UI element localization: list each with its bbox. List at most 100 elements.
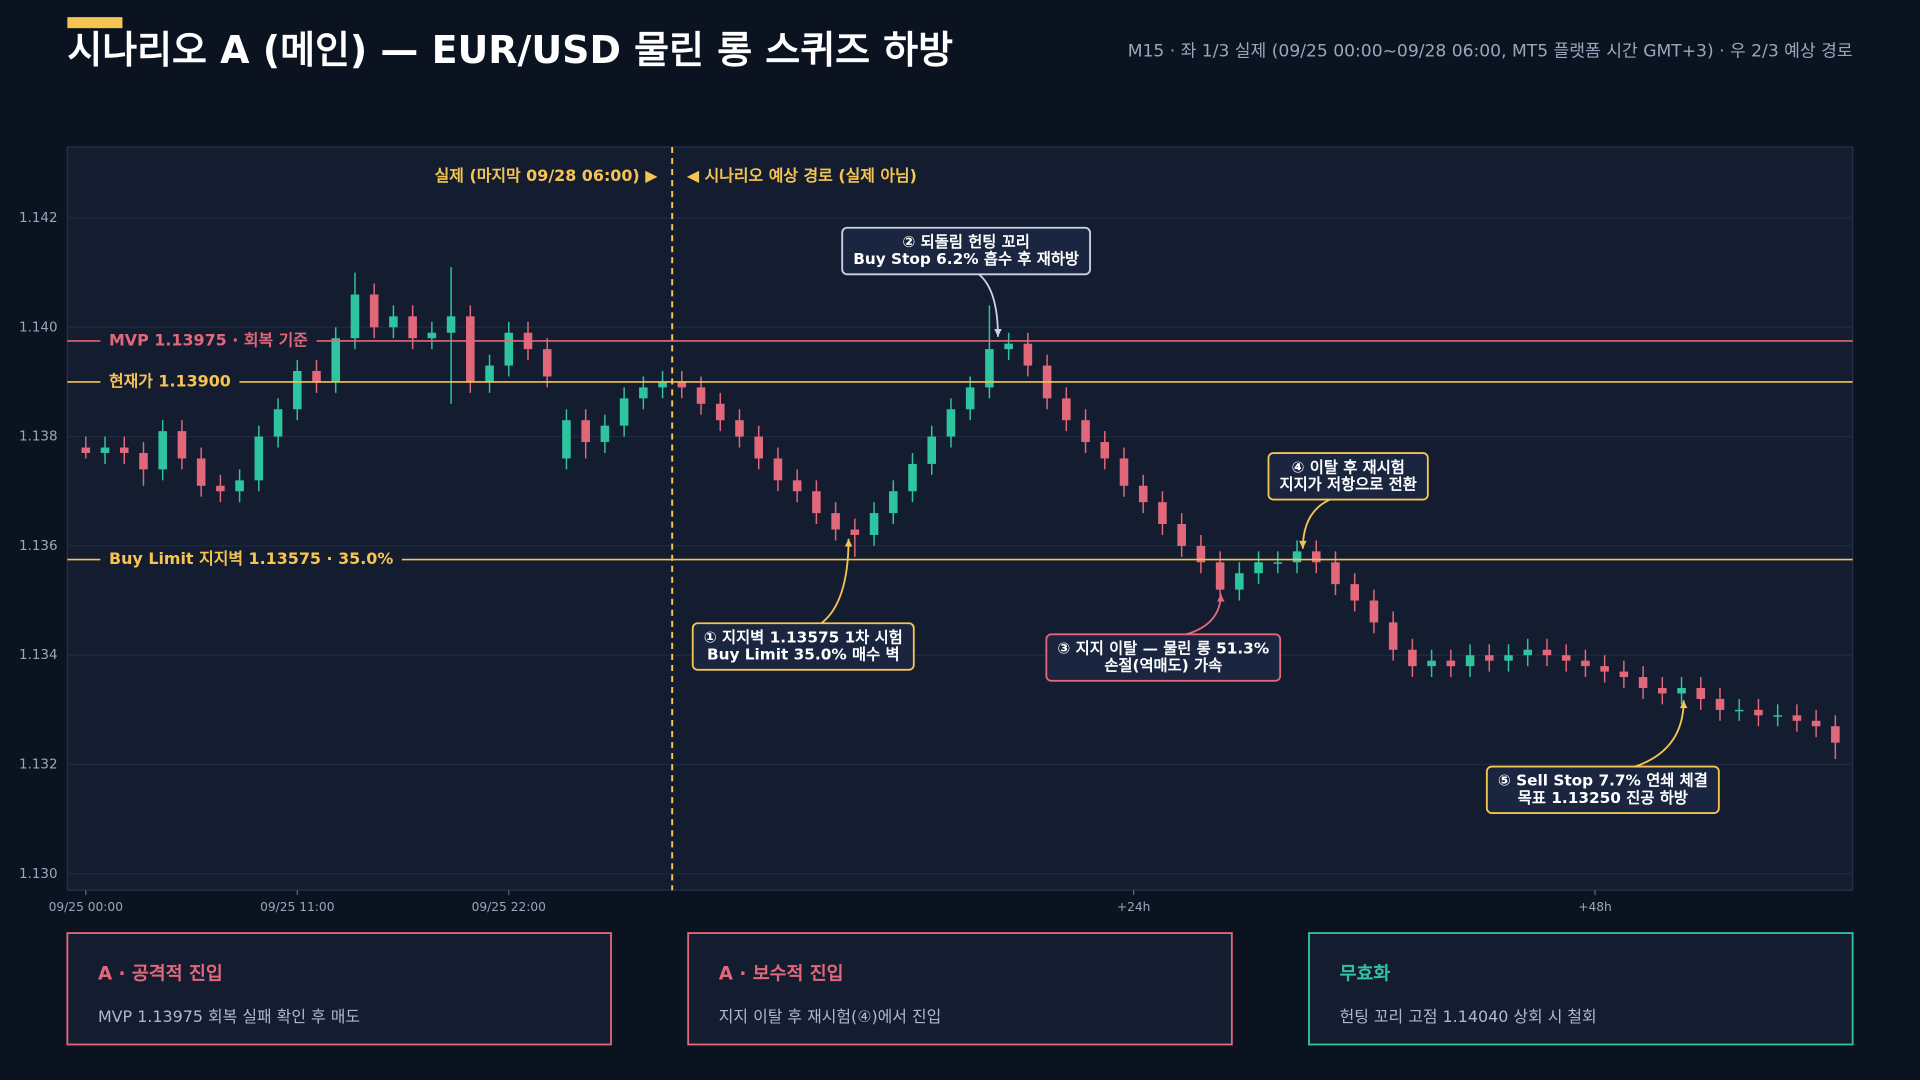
candle-body <box>1254 562 1263 574</box>
candle-body <box>908 463 917 492</box>
candle-body <box>850 529 860 535</box>
card <box>687 932 1233 1046</box>
candle-body <box>196 458 206 486</box>
annotation-box <box>841 226 1091 276</box>
annotation-text: ④ 이탈 후 재시험 <box>1291 458 1404 476</box>
candle-body <box>658 381 667 388</box>
x-tick-label: 09/25 00:00 <box>49 900 123 914</box>
candle-body <box>812 491 821 514</box>
annotation-arrowhead <box>1217 593 1225 602</box>
title-accent <box>67 17 123 29</box>
y-tick-label: 1.142 <box>19 211 58 226</box>
candle-body <box>389 316 398 328</box>
y-tick-label: 1.138 <box>19 430 58 445</box>
candle-body <box>735 420 744 437</box>
candle-body <box>216 485 225 492</box>
y-tick-label: 1.132 <box>19 758 58 773</box>
candle-body <box>965 387 975 410</box>
candle-body <box>1792 715 1802 721</box>
candle-body <box>1773 715 1782 717</box>
card-text: MVP 1.13975 회복 실패 확인 후 매도 <box>98 1007 360 1026</box>
candle-body <box>177 431 187 459</box>
candle-body <box>946 409 956 437</box>
candle-body <box>1427 660 1436 667</box>
candle-body <box>927 436 937 464</box>
candle-body <box>1542 649 1552 656</box>
candle-body <box>639 387 648 399</box>
candle-body <box>504 332 514 366</box>
candle-body <box>696 387 706 404</box>
candle-body <box>1734 709 1744 712</box>
candle-body <box>1715 698 1725 710</box>
candle-body <box>1235 573 1244 590</box>
candle-body <box>1100 442 1110 459</box>
card <box>66 932 612 1046</box>
annotation-text: 목표 1.13250 진공 하방 <box>1518 789 1688 807</box>
candle-body <box>1523 649 1533 656</box>
annotation-text: ② 되돌림 헌팅 꼬리 <box>902 233 1029 251</box>
subtitle: M15 · 좌 1/3 실제 (09/25 00:00~09/28 06:00,… <box>1128 41 1853 61</box>
candle-body <box>1177 524 1186 546</box>
divider-left-label: 실제 (마지막 09/28 06:00) ▶ <box>435 166 659 185</box>
annotation-text: ① 지지벽 1.13575 1차 시험 <box>704 628 903 646</box>
annotation-arrowhead <box>994 329 1002 337</box>
annotation-arrow <box>978 273 999 337</box>
candle-body <box>408 316 417 339</box>
candle-body <box>81 447 91 453</box>
x-tick-label: 09/25 11:00 <box>260 900 334 914</box>
card-text: 헌팅 꼬리 고점 1.14040 상회 시 철회 <box>1340 1007 1597 1026</box>
candle-body <box>1215 562 1225 590</box>
candle-body <box>1119 458 1129 486</box>
annotation-arrow <box>820 538 850 624</box>
candle-body <box>1811 720 1821 727</box>
candle-body <box>1754 709 1763 716</box>
candle-body <box>1619 671 1629 678</box>
annotation-text: 손절(역매도) 가속 <box>1104 657 1222 675</box>
candle-body <box>273 409 283 437</box>
candle-body <box>1831 726 1840 743</box>
x-tick-label: +24h <box>1117 900 1151 914</box>
y-tick-label: 1.136 <box>19 539 58 554</box>
candle-body <box>889 491 898 514</box>
annotation-box <box>1267 452 1429 501</box>
annotation-text: ⑤ Sell Stop 7.7% 연쇄 체결 <box>1498 772 1708 790</box>
level-label: 현재가 1.13900 <box>109 371 231 390</box>
level-label-bg <box>100 329 317 352</box>
candle-body <box>350 294 360 339</box>
annotation-arrowhead <box>1299 540 1307 549</box>
candle-body <box>1350 584 1359 601</box>
candle-body <box>1062 398 1071 421</box>
candle-body <box>677 381 687 388</box>
candle-body <box>1081 420 1090 443</box>
candle-body <box>869 513 879 535</box>
candle-body <box>1561 655 1571 661</box>
y-tick-label: 1.140 <box>19 320 58 335</box>
annotation-arrowhead <box>1679 700 1688 709</box>
annotation-box <box>1485 765 1720 814</box>
candle-body <box>1504 655 1513 661</box>
divider-right-label: ◀ 시나리오 예상 경로 (실제 아님) <box>687 166 917 185</box>
candle-body <box>293 371 302 410</box>
annotation-text: Buy Stop 6.2% 흡수 후 재하방 <box>853 250 1079 268</box>
candle-body <box>100 447 110 453</box>
annotation-text: 지지가 저항으로 전환 <box>1280 475 1417 493</box>
candle-body <box>715 403 725 421</box>
annotation-box <box>691 622 915 671</box>
card <box>1308 932 1854 1046</box>
y-tick-label: 1.134 <box>19 648 58 663</box>
candle-body <box>600 425 610 443</box>
candle-body <box>1600 666 1609 672</box>
candle-body <box>831 513 840 530</box>
candle-body <box>1292 551 1302 563</box>
candle-body <box>1369 600 1379 623</box>
candle-body <box>235 480 244 492</box>
level-label-bg <box>100 548 402 571</box>
candle-body <box>139 452 148 470</box>
candle-body <box>119 447 129 453</box>
candle-body <box>1408 649 1417 667</box>
